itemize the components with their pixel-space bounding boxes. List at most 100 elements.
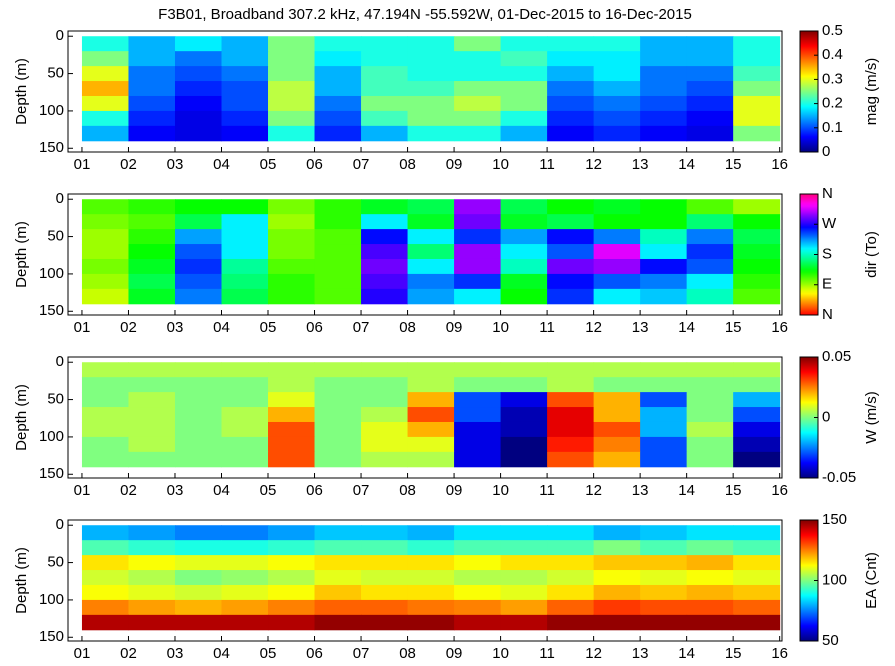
heatmap-cell bbox=[686, 66, 734, 82]
heatmap-cells bbox=[81, 525, 781, 631]
heatmap-cell bbox=[81, 199, 129, 215]
heatmap-cell bbox=[640, 199, 688, 215]
heatmap-cell bbox=[733, 199, 781, 215]
heatmap-cell bbox=[454, 362, 502, 378]
heatmap-cell bbox=[640, 377, 688, 393]
heatmap-cell bbox=[686, 421, 734, 438]
x-tick-label: 06 bbox=[306, 156, 323, 173]
heatmap-cell bbox=[686, 540, 734, 556]
heatmap-cell bbox=[128, 407, 176, 423]
heatmap-cell bbox=[81, 51, 129, 67]
heatmap-cell bbox=[547, 95, 595, 112]
heatmap-cell bbox=[314, 199, 362, 215]
heatmap-cell bbox=[174, 421, 222, 438]
heatmap-cell bbox=[174, 110, 222, 127]
x-tick-label: 13 bbox=[632, 156, 649, 173]
heatmap-cell bbox=[686, 288, 734, 305]
x-tick-label: 10 bbox=[492, 482, 509, 499]
heatmap-cell bbox=[314, 599, 362, 616]
heatmap-cell bbox=[268, 584, 316, 601]
heatmap-cell bbox=[733, 525, 781, 541]
x-tick-label: 15 bbox=[725, 482, 742, 499]
heatmap-cell bbox=[547, 244, 595, 260]
heatmap-cell bbox=[407, 81, 455, 97]
heatmap-cell bbox=[593, 451, 641, 468]
heatmap-cell bbox=[314, 110, 362, 127]
heatmap-cell bbox=[407, 244, 455, 260]
heatmap-cell bbox=[640, 288, 688, 305]
heatmap-cell bbox=[361, 125, 409, 142]
heatmap-cell bbox=[500, 584, 548, 601]
heatmap-cell bbox=[81, 540, 129, 556]
heatmap-cell bbox=[593, 392, 641, 408]
colorbar-tick-label: N bbox=[822, 306, 833, 323]
heatmap-cell bbox=[314, 66, 362, 82]
heatmap-cell bbox=[500, 95, 548, 112]
x-tick-label: 13 bbox=[632, 319, 649, 336]
heatmap-cell bbox=[454, 110, 502, 127]
heatmap-cell bbox=[593, 258, 641, 275]
heatmap-cell bbox=[733, 436, 781, 453]
heatmap-cell bbox=[361, 51, 409, 67]
heatmap-cell bbox=[81, 525, 129, 541]
heatmap-cell bbox=[733, 66, 781, 82]
heatmap-cell bbox=[686, 407, 734, 423]
heatmap-cell bbox=[128, 244, 176, 260]
heatmap-cell bbox=[407, 614, 455, 631]
colorbar-tick-label: 0 bbox=[822, 408, 830, 425]
plot-frame bbox=[67, 193, 783, 316]
heatmap-cell bbox=[81, 125, 129, 142]
heatmap-cell bbox=[221, 125, 269, 142]
heatmap-cell bbox=[407, 584, 455, 601]
heatmap-cell bbox=[547, 125, 595, 142]
heatmap-cell bbox=[174, 407, 222, 423]
heatmap-cell bbox=[500, 451, 548, 468]
heatmap-cell bbox=[361, 288, 409, 305]
heatmap-cell bbox=[640, 244, 688, 260]
heatmap-cell bbox=[640, 81, 688, 97]
heatmap-cell bbox=[221, 392, 269, 408]
x-tick-label: 05 bbox=[260, 319, 277, 336]
x-tick-label: 01 bbox=[74, 156, 91, 173]
heatmap-cell bbox=[81, 110, 129, 127]
y-axis-label: Depth (m) bbox=[13, 384, 30, 451]
heatmap-cell bbox=[221, 199, 269, 215]
heatmap-cell bbox=[686, 362, 734, 378]
heatmap-cell bbox=[407, 362, 455, 378]
heatmap-cell bbox=[640, 407, 688, 423]
heatmap-cell bbox=[314, 244, 362, 260]
heatmap-cell bbox=[174, 199, 222, 215]
heatmap-cell bbox=[174, 95, 222, 112]
heatmap-cell bbox=[128, 273, 176, 290]
heatmap-cell bbox=[361, 66, 409, 82]
heatmap-cell bbox=[640, 214, 688, 230]
heatmap-cell bbox=[686, 214, 734, 230]
heatmap-cell bbox=[128, 392, 176, 408]
heatmap-cell bbox=[314, 362, 362, 378]
heatmap-cell bbox=[361, 273, 409, 290]
heatmap-cell bbox=[454, 407, 502, 423]
heatmap-cell bbox=[733, 451, 781, 468]
x-tick-label: 03 bbox=[167, 645, 184, 662]
heatmap-cell bbox=[500, 377, 548, 393]
heatmap-cell bbox=[361, 599, 409, 616]
heatmap-cell bbox=[733, 421, 781, 438]
heatmap-cell bbox=[221, 436, 269, 453]
x-tick-label: 04 bbox=[213, 319, 230, 336]
x-tick-label: 16 bbox=[771, 482, 788, 499]
heatmap-cell bbox=[733, 273, 781, 290]
heatmap-cell bbox=[454, 540, 502, 556]
heatmap-cell bbox=[407, 540, 455, 556]
heatmap-cell bbox=[268, 614, 316, 631]
heatmap-cell bbox=[361, 525, 409, 541]
heatmap-cell bbox=[547, 214, 595, 230]
heatmap-cell bbox=[361, 258, 409, 275]
x-tick-label: 12 bbox=[585, 645, 602, 662]
heatmap-cell bbox=[454, 436, 502, 453]
heatmap-cell bbox=[407, 377, 455, 393]
heatmap-cell bbox=[128, 125, 176, 142]
x-tick-label: 09 bbox=[446, 319, 463, 336]
heatmap-cell bbox=[128, 614, 176, 631]
y-tick-label: 50 bbox=[47, 554, 64, 571]
heatmap-cell bbox=[454, 377, 502, 393]
